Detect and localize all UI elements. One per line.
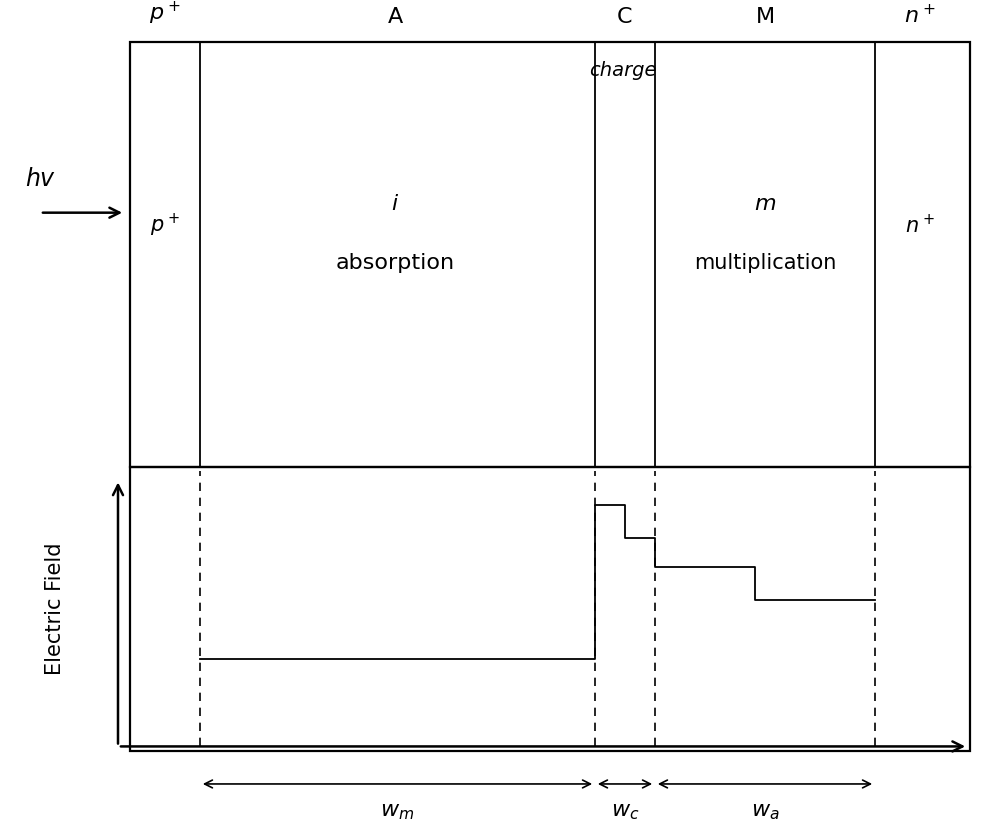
Text: multiplication: multiplication	[694, 253, 836, 273]
Text: $i$: $i$	[391, 194, 399, 214]
Text: Electric Field: Electric Field	[45, 543, 65, 675]
Text: $n^+$: $n^+$	[904, 3, 936, 27]
Text: $w_a$: $w_a$	[751, 802, 779, 822]
Text: M: M	[755, 7, 775, 27]
Bar	[130, 42, 970, 467]
Text: $p^+$: $p^+$	[149, 0, 181, 27]
Text: $w_m$: $w_m$	[380, 802, 414, 822]
Text: $m$: $m$	[754, 194, 776, 214]
Text: $w_c$: $w_c$	[611, 802, 639, 822]
Text: C: C	[617, 7, 633, 27]
Text: A: A	[387, 7, 403, 27]
Text: charge: charge	[589, 62, 657, 80]
Bar	[130, 467, 970, 751]
Text: $p^+$: $p^+$	[150, 212, 180, 239]
Text: $n^+$: $n^+$	[905, 214, 935, 237]
Text: absorption: absorption	[335, 253, 455, 273]
Text: $hv$: $hv$	[25, 168, 56, 191]
